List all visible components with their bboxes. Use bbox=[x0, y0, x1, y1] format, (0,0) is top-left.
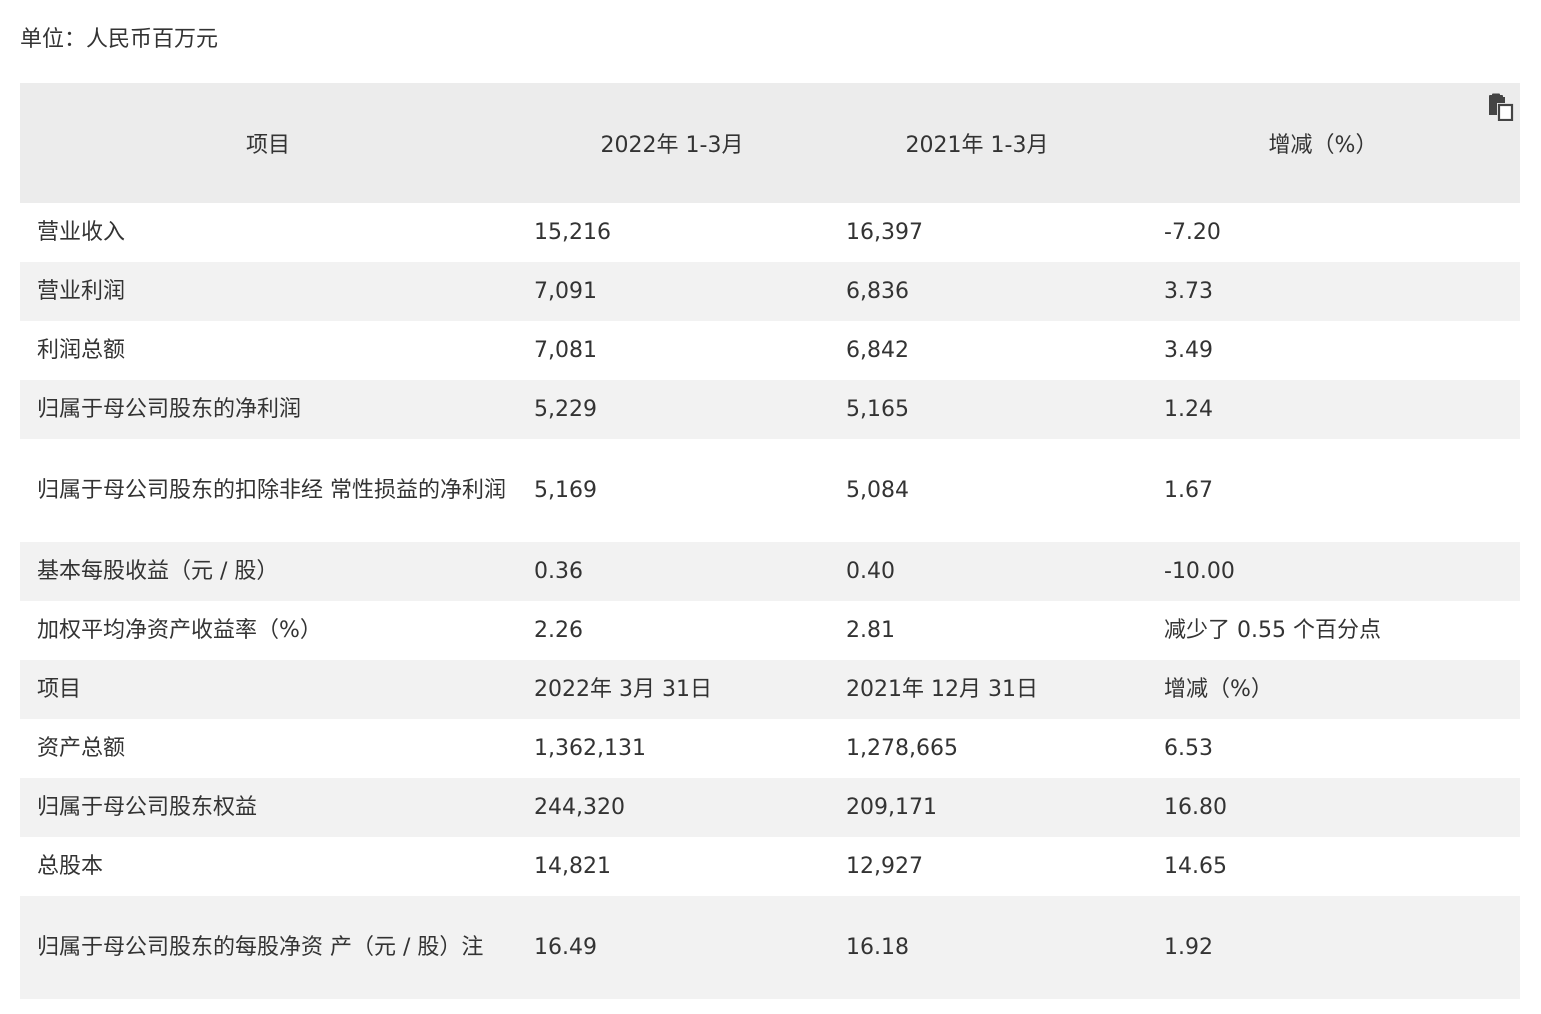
table-subheader-row: 项目 2022年 3月 31日 2021年 12月 31日 增减（%） bbox=[20, 660, 1520, 719]
row-label: 归属于母公司股东的净利润 bbox=[37, 397, 302, 422]
row-value-current: 244,320 bbox=[534, 795, 625, 820]
row-value-previous: 12,927 bbox=[846, 854, 923, 879]
row-value-change: 1.92 bbox=[1164, 935, 1213, 960]
table-row: 总股本 14,821 12,927 14.65 bbox=[20, 837, 1520, 896]
row-value-change: 6.53 bbox=[1164, 736, 1213, 761]
row-label: 归属于母公司股东的扣除非经 常性损益的净利润 bbox=[37, 478, 506, 503]
row-value-previous: 5,084 bbox=[846, 478, 909, 503]
row-value-current: 5,229 bbox=[534, 397, 597, 422]
row-value-change: 14.65 bbox=[1164, 854, 1227, 879]
financial-table-container: 项目 2022年 1-3月 2021年 1-3月 增减（%） 营业收入 15,2… bbox=[20, 83, 1520, 999]
row-value-current: 1,362,131 bbox=[534, 736, 646, 761]
row-value-previous: 16.18 bbox=[846, 935, 909, 960]
table-row: 营业收入 15,216 16,397 -7.20 bbox=[20, 203, 1520, 262]
table-header-row: 项目 2022年 1-3月 2021年 1-3月 增减（%） bbox=[20, 83, 1520, 203]
table-row: 归属于母公司股东的扣除非经 常性损益的净利润 5,169 5,084 1.67 bbox=[20, 439, 1520, 542]
row-value-previous: 209,171 bbox=[846, 795, 937, 820]
table-row: 营业利润 7,091 6,836 3.73 bbox=[20, 262, 1520, 321]
copy-icon[interactable] bbox=[1486, 93, 1514, 121]
row-value-previous: 6,842 bbox=[846, 338, 909, 363]
row-value-previous: 2.81 bbox=[846, 618, 895, 643]
row-label: 归属于母公司股东权益 bbox=[37, 795, 258, 820]
row-value-previous: 16,397 bbox=[846, 220, 923, 245]
row-value-change: 1.24 bbox=[1164, 397, 1213, 422]
row-value-change: -10.00 bbox=[1164, 559, 1235, 584]
table-row: 归属于母公司股东的净利润 5,229 5,165 1.24 bbox=[20, 380, 1520, 439]
table-row: 利润总额 7,081 6,842 3.49 bbox=[20, 321, 1520, 380]
row-value-previous: 6,836 bbox=[846, 279, 909, 304]
row-value-current: 16.49 bbox=[534, 935, 597, 960]
row-value-current: 2.26 bbox=[534, 618, 583, 643]
table-row: 归属于母公司股东的每股净资 产（元 / 股）注 16.49 16.18 1.92 bbox=[20, 896, 1520, 999]
header-2022-q1: 2022年 1-3月 bbox=[600, 133, 744, 158]
row-value-change: -7.20 bbox=[1164, 220, 1221, 245]
row-value-change: 3.73 bbox=[1164, 279, 1213, 304]
row-value-current: 0.36 bbox=[534, 559, 583, 584]
header-item: 项目 bbox=[245, 133, 290, 158]
table-row: 归属于母公司股东权益 244,320 209,171 16.80 bbox=[20, 778, 1520, 837]
row-label: 总股本 bbox=[37, 854, 104, 879]
row-value-current: 14,821 bbox=[534, 854, 611, 879]
row-value-change: 减少了 0.55 个百分点 bbox=[1164, 618, 1381, 643]
subheader-2021-date: 2021年 12月 31日 bbox=[846, 677, 1038, 702]
row-value-current: 15,216 bbox=[534, 220, 611, 245]
financial-table: 项目 2022年 1-3月 2021年 1-3月 增减（%） 营业收入 15,2… bbox=[20, 83, 1520, 999]
row-value-previous: 1,278,665 bbox=[846, 736, 958, 761]
row-value-current: 5,169 bbox=[534, 478, 597, 503]
row-value-current: 7,091 bbox=[534, 279, 597, 304]
row-label: 营业收入 bbox=[37, 220, 126, 245]
row-label: 基本每股收益（元 / 股） bbox=[37, 559, 279, 584]
subheader-item: 项目 bbox=[37, 677, 82, 702]
row-value-change: 16.80 bbox=[1164, 795, 1227, 820]
row-label: 营业利润 bbox=[37, 279, 126, 304]
row-value-change: 3.49 bbox=[1164, 338, 1213, 363]
header-change-pct: 增减（%） bbox=[1268, 133, 1378, 158]
table-row: 资产总额 1,362,131 1,278,665 6.53 bbox=[20, 719, 1520, 778]
table-row: 加权平均净资产收益率（%） 2.26 2.81 减少了 0.55 个百分点 bbox=[20, 601, 1520, 660]
row-label: 利润总额 bbox=[37, 338, 126, 363]
row-value-previous: 0.40 bbox=[846, 559, 895, 584]
unit-label: 单位：人民币百万元 bbox=[20, 27, 219, 52]
header-2021-q1: 2021年 1-3月 bbox=[905, 133, 1049, 158]
row-value-previous: 5,165 bbox=[846, 397, 909, 422]
table-row: 基本每股收益（元 / 股） 0.36 0.40 -10.00 bbox=[20, 542, 1520, 601]
row-value-current: 7,081 bbox=[534, 338, 597, 363]
row-label: 资产总额 bbox=[37, 736, 126, 761]
row-value-change: 1.67 bbox=[1164, 478, 1213, 503]
row-label: 加权平均净资产收益率（%） bbox=[37, 618, 322, 643]
subheader-change-pct: 增减（%） bbox=[1164, 677, 1273, 702]
row-label: 归属于母公司股东的每股净资 产（元 / 股）注 bbox=[37, 935, 484, 960]
subheader-2022-date: 2022年 3月 31日 bbox=[534, 677, 712, 702]
